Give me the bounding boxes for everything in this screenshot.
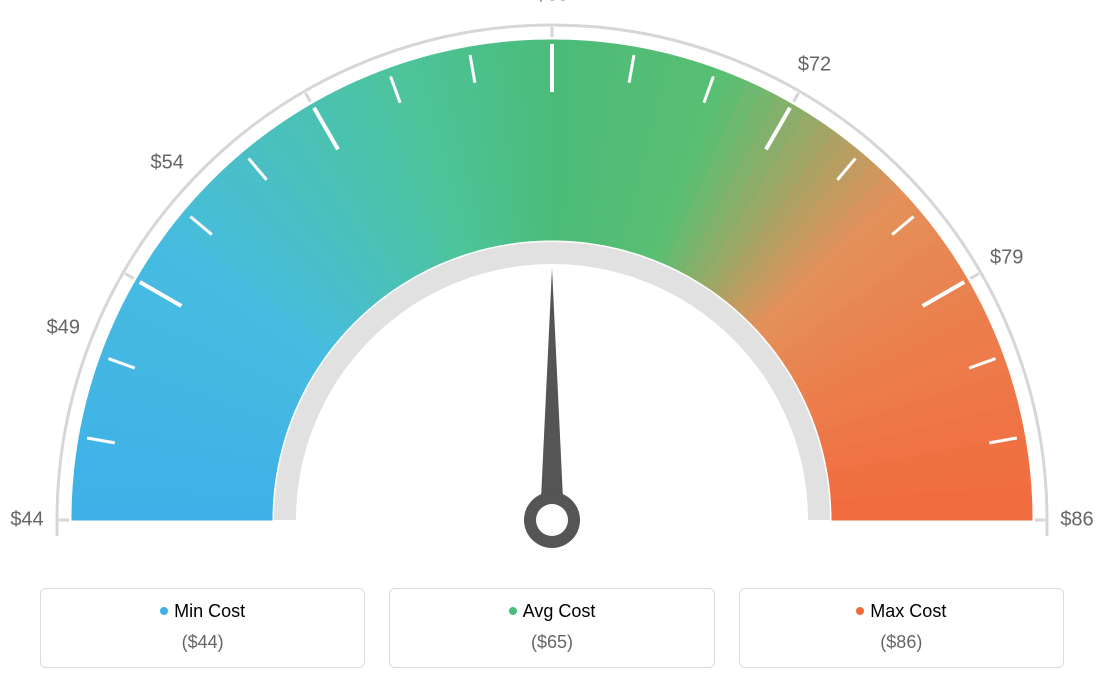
legend-dot-avg	[509, 607, 517, 615]
gauge-tick-label: $65	[535, 0, 568, 7]
gauge-tick-label: $54	[150, 151, 183, 174]
legend-card-max: Max Cost ($86)	[739, 588, 1064, 668]
legend-row: Min Cost ($44) Avg Cost ($65) Max Cost (…	[40, 588, 1064, 668]
legend-card-avg: Avg Cost ($65)	[389, 588, 714, 668]
gauge-tick-label: $49	[47, 317, 80, 340]
legend-value-avg: ($65)	[400, 632, 703, 653]
gauge-tick-label: $79	[990, 246, 1023, 269]
legend-label-min: Min Cost	[174, 601, 245, 621]
legend-title-max: Max Cost	[750, 601, 1053, 622]
legend-title-avg: Avg Cost	[400, 601, 703, 622]
gauge-tick-label: $86	[1060, 509, 1093, 532]
legend-dot-max	[856, 607, 864, 615]
legend-card-min: Min Cost ($44)	[40, 588, 365, 668]
legend-value-max: ($86)	[750, 632, 1053, 653]
gauge-svg	[0, 0, 1104, 690]
gauge-tick-label: $44	[10, 509, 43, 532]
legend-title-min: Min Cost	[51, 601, 354, 622]
legend-label-avg: Avg Cost	[523, 601, 596, 621]
legend-label-max: Max Cost	[870, 601, 946, 621]
cost-gauge-chart: Min Cost ($44) Avg Cost ($65) Max Cost (…	[0, 0, 1104, 690]
legend-dot-min	[160, 607, 168, 615]
gauge-tick-label: $72	[798, 54, 831, 77]
legend-value-min: ($44)	[51, 632, 354, 653]
